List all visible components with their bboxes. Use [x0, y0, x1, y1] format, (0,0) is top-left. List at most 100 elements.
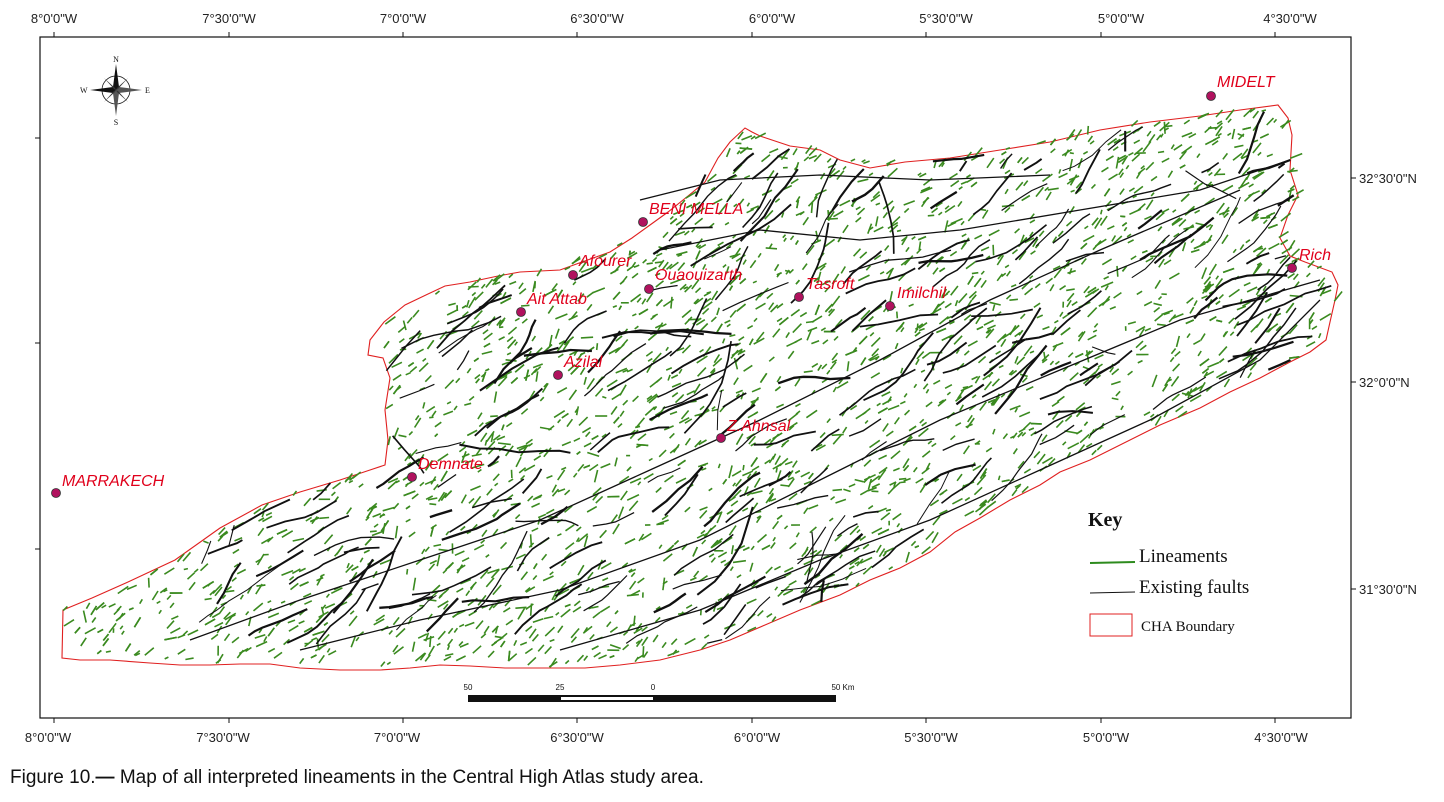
lineament-segment: [488, 603, 495, 611]
lineament-segment: [500, 541, 508, 550]
lineament-segment: [387, 480, 398, 490]
lineament-segment: [405, 371, 411, 376]
lineament-segment: [535, 371, 539, 382]
lineament-segment: [1077, 444, 1086, 454]
lineament-segment: [881, 391, 891, 397]
lineament-segment: [674, 230, 686, 237]
lineament-segment: [490, 433, 494, 443]
lineament-segment: [778, 316, 789, 326]
lineament-segment: [759, 372, 768, 384]
lineament-segment: [1170, 375, 1180, 387]
lineament-segment: [438, 594, 443, 599]
lineament-segment: [833, 335, 839, 341]
lineament-segment: [655, 280, 664, 288]
figure-caption: Figure 10.— Map of all interpreted linea…: [10, 767, 704, 789]
lineament-segment: [1083, 285, 1091, 294]
lineament-segment: [776, 317, 783, 323]
lineament-segment: [621, 562, 629, 568]
lineament-segment: [1030, 430, 1037, 437]
lineament-segment: [330, 587, 343, 595]
lineament-segment: [291, 568, 301, 575]
lineament-segment: [1082, 378, 1090, 385]
lon-label-bottom: 7°0'0"W: [374, 730, 421, 745]
lineament-segment: [813, 153, 822, 163]
lineament-segment: [784, 460, 793, 466]
lineament-segment: [298, 567, 306, 573]
lineament-segment: [587, 451, 600, 458]
lineament-segment: [926, 260, 932, 268]
lineament-segment: [563, 336, 575, 346]
lineament-segment: [1222, 331, 1227, 337]
fault-trace: [1040, 361, 1072, 377]
lineament-segment: [518, 444, 531, 452]
lineament-segment: [1066, 177, 1076, 185]
lineament-segment: [1166, 378, 1173, 383]
lineament-segment: [717, 463, 721, 469]
lineament-segment: [697, 367, 707, 377]
lineament-segment: [695, 319, 706, 326]
lineament-segment: [971, 375, 979, 381]
lineament-segment: [979, 499, 988, 506]
lineament-segment: [1201, 367, 1210, 374]
lineament-segment: [461, 557, 470, 563]
lineament-segment: [834, 534, 843, 542]
lineament-segment: [765, 566, 773, 575]
lineament-segment: [645, 350, 654, 357]
lineament-segment: [443, 655, 452, 662]
fault-trace: [790, 222, 830, 304]
lineament-segment: [846, 361, 850, 372]
lineament-segment: [1116, 265, 1119, 277]
lineament-segment: [1256, 262, 1262, 266]
lineament-segment: [911, 236, 916, 240]
lineament-segment: [1213, 168, 1222, 177]
lineament-segment: [677, 262, 686, 272]
fault-trace: [487, 455, 500, 468]
fault-trace: [1153, 233, 1193, 265]
lineament-segment: [578, 416, 589, 426]
frame-ticks: [35, 32, 1356, 723]
lineament-segment: [610, 268, 619, 275]
lineament-segment: [577, 293, 585, 302]
lineament-segment: [977, 355, 987, 364]
lineament-segment: [416, 348, 424, 354]
lineament-segment: [292, 537, 305, 542]
lineament-segment: [210, 633, 219, 641]
lineament-segment: [842, 165, 847, 171]
lineament-segment: [429, 559, 438, 565]
lineament-segment: [1188, 386, 1198, 395]
fault-trace: [583, 575, 628, 612]
lineament-segment: [1227, 118, 1232, 123]
lineament-segment: [691, 279, 700, 290]
fault-trace: [971, 308, 1033, 318]
lineament-segment: [497, 442, 511, 446]
lineament-segment: [525, 369, 530, 381]
lineament-segment: [1018, 411, 1031, 418]
lineament-segment: [1181, 145, 1193, 155]
lineament-segment: [562, 340, 570, 351]
lineament-segment: [518, 287, 527, 295]
lineament-segment: [859, 489, 870, 496]
lineament-segment: [609, 644, 621, 650]
lineament-segment: [821, 279, 831, 286]
lineament-segment: [1029, 350, 1035, 354]
lineament-segment: [570, 311, 578, 320]
lineament-segment: [982, 471, 987, 477]
lineament-segment: [774, 386, 781, 392]
lineament-segment: [583, 442, 592, 448]
lineament-segment: [151, 590, 159, 601]
lineament-segment: [694, 287, 702, 294]
lineament-segment: [751, 387, 761, 393]
lineament-segment: [729, 309, 737, 318]
lineament-segment: [348, 479, 354, 484]
lineament-segment: [1140, 165, 1145, 170]
lineament-segment: [309, 516, 320, 523]
lineament-segment: [917, 172, 922, 177]
lineament-segment: [648, 394, 659, 404]
lineament-segment: [424, 374, 432, 383]
lineament-segment: [921, 467, 930, 475]
fault-trace: [1238, 199, 1290, 224]
lineament-segment: [664, 474, 674, 483]
lineament-segment: [536, 268, 543, 277]
lineament-segment: [1077, 330, 1086, 342]
lineament-segment: [1248, 190, 1261, 197]
